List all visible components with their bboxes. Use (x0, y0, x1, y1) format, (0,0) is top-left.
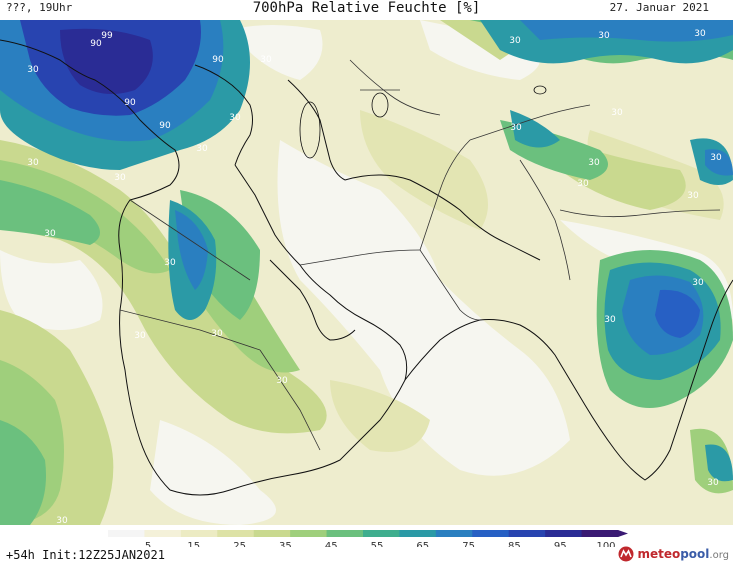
contour-label: 90 (124, 98, 136, 108)
color-legend: 5 15 25 35 45 55 65 75 85 95 100 (108, 530, 628, 547)
legend-swatch (545, 530, 583, 537)
contour-label: 30 (510, 123, 522, 133)
meteopool-logo-text: meteopool.org (637, 547, 729, 561)
legend-tick-label: 35 (279, 541, 292, 547)
contour-label: 30 (509, 36, 521, 46)
contour-label: 90 (212, 55, 224, 65)
contour-label: 30 (598, 31, 610, 41)
country-borders (119, 59, 721, 451)
legend-swatch (472, 530, 510, 537)
legend-swatch (290, 530, 328, 537)
model-run-info: +54h Init:12Z25JAN2021 (6, 548, 165, 562)
contour-label: 30 (694, 29, 706, 39)
contour-label: 30 (164, 258, 176, 268)
coastlines (0, 39, 733, 496)
contour-labels: 99 90 90 90 90 30 30 30 30 30 30 30 30 3… (27, 29, 722, 525)
contour-label: 30 (196, 144, 208, 154)
legend-swatch (581, 530, 619, 537)
legend-swatch (253, 530, 291, 537)
meteopool-logo-icon (618, 546, 634, 562)
contour-label: 30 (44, 229, 56, 239)
legend-tick-label: 15 (187, 541, 200, 547)
contour-label: 30 (577, 179, 589, 189)
legend-tick-label: 85 (508, 541, 521, 547)
legend-tick-label: 25 (233, 541, 246, 547)
legend-swatch (435, 530, 473, 537)
contour-label: 30 (134, 331, 146, 341)
humidity-map: 99 90 90 90 90 30 30 30 30 30 30 30 30 3… (0, 20, 733, 525)
contour-label: 30 (229, 113, 241, 123)
legend-swatch (108, 530, 145, 537)
contour-label: 30 (114, 173, 126, 183)
legend-tick-label: 5 (145, 541, 151, 547)
contour-label: 30 (260, 55, 272, 65)
contour-label: 90 (159, 121, 171, 131)
forecast-date: 27. Januar 2021 (609, 1, 709, 14)
legend-swatch (399, 530, 437, 537)
contour-label: 30 (604, 315, 616, 325)
plume-se-4 (655, 289, 700, 338)
legend-tick-label: 95 (554, 541, 567, 547)
contour-label: 30 (211, 329, 223, 339)
legend-tick-label: 100 (596, 541, 615, 547)
legend-swatch (217, 530, 255, 537)
contour-label: 30 (56, 516, 68, 525)
legend-tick-label: 55 (371, 541, 384, 547)
dry-zones (0, 20, 733, 525)
legend-swatch (326, 530, 364, 537)
plume-ne-dark (520, 20, 733, 176)
contour-label: 30 (707, 478, 719, 488)
contour-label: 30 (687, 191, 699, 201)
valid-time: ???, 19Uhr (6, 1, 73, 14)
legend-swatch (363, 530, 400, 537)
legend-swatch (508, 530, 546, 537)
legend-tick-label: 65 (416, 541, 429, 547)
contour-label: 30 (692, 278, 704, 288)
legend-max-arrow (618, 530, 628, 537)
contour-label: 90 (90, 39, 102, 49)
contour-label: 30 (276, 376, 288, 386)
meteopool-logo[interactable]: meteopool.org (618, 543, 729, 565)
plume-se-6 (705, 444, 733, 482)
plume-nw-peak (60, 28, 153, 94)
contour-label: 99 (101, 31, 113, 41)
legend-swatch (180, 530, 218, 537)
legend-tick-label: 45 (325, 541, 338, 547)
legend-tick-label: 75 (462, 541, 475, 547)
contour-label: 30 (588, 158, 600, 168)
contour-label: 30 (611, 108, 623, 118)
legend-swatch (144, 530, 182, 537)
lakes (299, 85, 547, 159)
map-title: 700hPa Relative Feuchte [%] (252, 0, 481, 16)
contour-label: 30 (27, 65, 39, 75)
contour-label: 30 (27, 158, 39, 168)
footer-bar: 5 15 25 35 45 55 65 75 85 95 100 +54h Init:12Z25JA… (0, 525, 733, 566)
header-bar: ???, 19Uhr 700hPa Relative Feuchte [%] 2… (0, 0, 733, 20)
contour-label: 30 (710, 153, 722, 163)
